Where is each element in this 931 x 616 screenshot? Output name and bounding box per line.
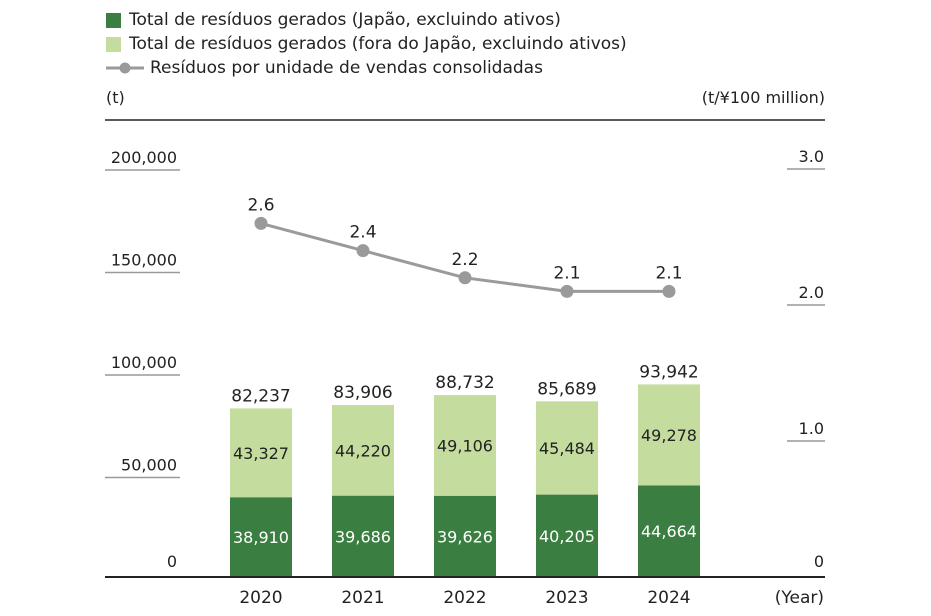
- line-point-label: 2.2: [451, 250, 478, 270]
- y2-tick-label: 2.0: [799, 283, 824, 302]
- bar-label-japan: 44,664: [641, 522, 697, 541]
- bar-label-overseas: 43,327: [233, 444, 289, 463]
- x-tick-label: 2022: [443, 588, 486, 608]
- legend-label: Total de resíduos gerados (fora do Japão…: [129, 34, 627, 54]
- bar-label-japan: 39,686: [335, 527, 391, 546]
- legend-overseas: Total de resíduos gerados (fora do Japão…: [106, 34, 627, 54]
- legend-line-icon: [106, 62, 144, 74]
- bar-label-japan: 39,626: [437, 527, 493, 546]
- bar-overseas: [230, 408, 292, 498]
- y-tick-label: 200,000: [111, 148, 177, 167]
- bar-japan: [230, 497, 292, 577]
- line-point: [560, 284, 574, 298]
- bar-total-label: 83,906: [333, 383, 392, 403]
- legend-swatch: [106, 12, 121, 28]
- x-tick-label: 2023: [545, 588, 588, 608]
- bar-label-overseas: 49,278: [641, 426, 697, 445]
- bar-total-label: 85,689: [537, 379, 596, 399]
- bar-overseas: [638, 384, 700, 486]
- line-point: [458, 271, 472, 285]
- y2-tick-label: 3.0: [799, 147, 824, 166]
- legend-line: Resíduos por unidade de vendas consolida…: [106, 58, 543, 78]
- legend-japan: Total de resíduos gerados (Japão, exclui…: [106, 10, 561, 30]
- y-tick-label: 50,000: [121, 456, 177, 475]
- x-tick-label: 2021: [341, 588, 384, 608]
- line-point-label: 2.1: [553, 263, 580, 283]
- legend-swatch: [106, 36, 121, 52]
- line-point: [356, 244, 370, 258]
- bar-japan: [434, 495, 496, 577]
- y2-axis-unit: (t/¥100 million): [702, 88, 825, 107]
- bar-label-japan: 40,205: [539, 527, 595, 546]
- bar-label-overseas: 49,106: [437, 436, 493, 455]
- bar-total-label: 88,732: [435, 373, 494, 393]
- line-point-label: 2.4: [349, 223, 376, 243]
- y-axis-unit: (t): [106, 88, 125, 107]
- bar-label-overseas: 45,484: [539, 439, 595, 458]
- y-tick-label: 100,000: [111, 353, 177, 372]
- bar-label-overseas: 44,220: [335, 441, 391, 460]
- legend-label: Resíduos por unidade de vendas consolida…: [150, 58, 543, 78]
- bar-overseas: [536, 401, 598, 495]
- line-point-label: 2.1: [655, 263, 682, 283]
- x-tick-label: 2024: [647, 588, 690, 608]
- y-tick-label: 150,000: [111, 251, 177, 270]
- bar-japan: [638, 485, 700, 577]
- x-tick-label: 2020: [239, 588, 282, 608]
- line-point: [254, 216, 268, 230]
- bar-overseas: [434, 395, 496, 496]
- bar-total-label: 82,237: [231, 386, 290, 406]
- y-tick-label: 0: [167, 552, 177, 571]
- y2-tick-label: 1.0: [799, 419, 824, 438]
- x-axis-label: (Year): [775, 588, 824, 608]
- bar-overseas: [332, 404, 394, 496]
- bar-total-label: 93,942: [639, 362, 698, 382]
- line-point-label: 2.6: [247, 195, 274, 215]
- y2-tick-label: 0: [814, 552, 824, 571]
- bar-label-japan: 38,910: [233, 528, 289, 547]
- legend-label: Total de resíduos gerados (Japão, exclui…: [129, 10, 561, 30]
- line-point: [662, 284, 676, 298]
- bar-japan: [536, 494, 598, 577]
- bar-japan: [332, 495, 394, 577]
